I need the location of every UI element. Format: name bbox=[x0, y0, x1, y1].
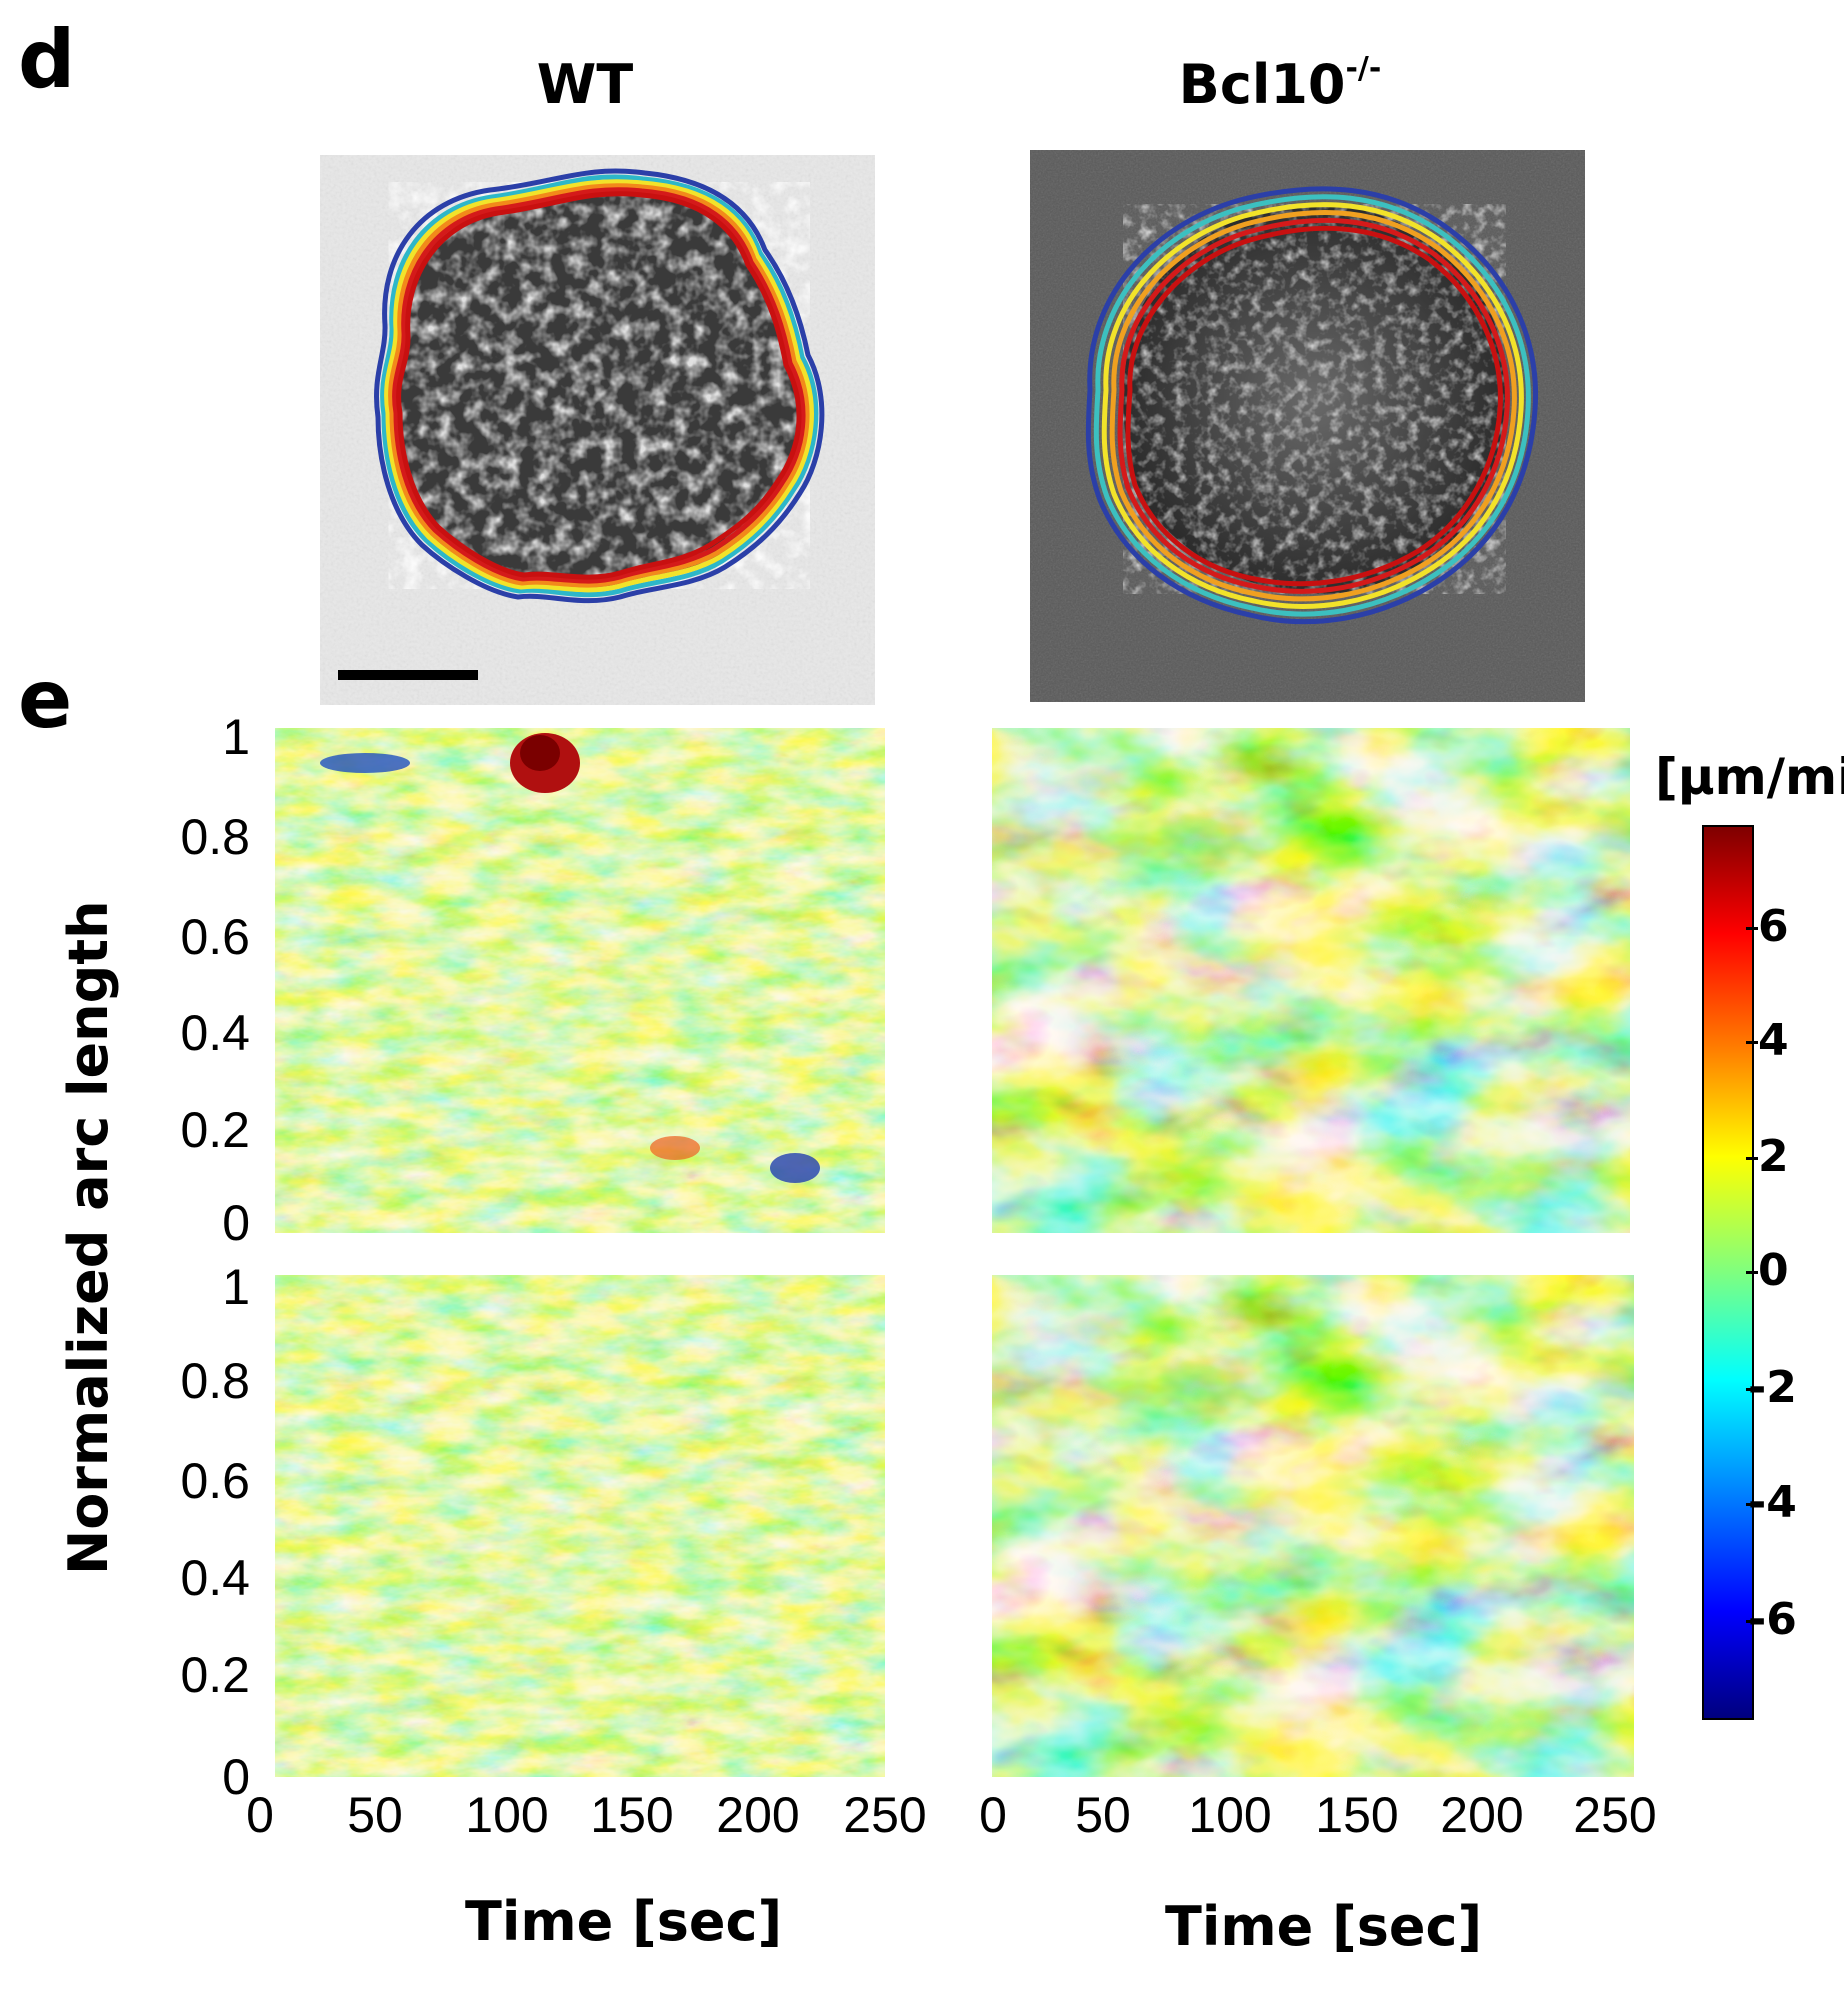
ytick-bottom-0.8: 0.8 bbox=[180, 1353, 250, 1409]
kymograph-bcl10-top bbox=[992, 728, 1630, 1233]
kymograph-bcl10-bottom bbox=[992, 1275, 1634, 1777]
micrograph-wt bbox=[320, 155, 875, 705]
ytick-top-0.2: 0.2 bbox=[180, 1102, 250, 1158]
colorbar-mark-neg4 bbox=[1746, 1503, 1758, 1506]
scale-bar bbox=[338, 670, 478, 680]
title-bcl10-sup: -/- bbox=[1345, 51, 1382, 86]
title-bcl10-ko: Bcl10-/- bbox=[1130, 54, 1430, 112]
micrograph-bcl10-ko bbox=[1030, 150, 1585, 702]
x-axis-label-wt: Time [sec] bbox=[465, 1890, 783, 1953]
title-bcl10-base: Bcl10 bbox=[1178, 53, 1346, 116]
colorbar-tick-neg4: -4 bbox=[1748, 1477, 1797, 1528]
ytick-top-0.4: 0.4 bbox=[180, 1005, 250, 1061]
ytick-bottom-0.6: 0.6 bbox=[180, 1453, 250, 1509]
colorbar-tick-4: 4 bbox=[1758, 1015, 1789, 1066]
xtick-wt-150: 150 bbox=[590, 1787, 674, 1843]
xtick-ko-100: 100 bbox=[1188, 1787, 1272, 1843]
xtick-ko-250: 250 bbox=[1573, 1787, 1657, 1843]
colorbar-tick-neg2: -2 bbox=[1748, 1362, 1797, 1413]
colorbar-title: [µm/min] bbox=[1655, 748, 1844, 806]
ytick-bottom-0.4: 0.4 bbox=[180, 1550, 250, 1606]
x-axis-label-ko: Time [sec] bbox=[1165, 1895, 1483, 1958]
xtick-ko-200: 200 bbox=[1440, 1787, 1524, 1843]
xtick-ko-0: 0 bbox=[979, 1787, 1007, 1843]
colorbar-mark-4 bbox=[1746, 1041, 1758, 1044]
xtick-wt-200: 200 bbox=[716, 1787, 800, 1843]
ytick-bottom-1: 1 bbox=[222, 1259, 250, 1315]
xtick-wt-250: 250 bbox=[843, 1787, 927, 1843]
ytick-bottom-0.2: 0.2 bbox=[180, 1647, 250, 1703]
colorbar-tick-2: 2 bbox=[1758, 1131, 1789, 1182]
y-axis-label: Normalized arc length bbox=[57, 900, 120, 1575]
kymograph-wt-top bbox=[275, 728, 885, 1233]
micrograph-wt-image bbox=[320, 155, 875, 705]
colorbar-mark-neg6 bbox=[1746, 1620, 1758, 1623]
xtick-ko-150: 150 bbox=[1315, 1787, 1399, 1843]
colorbar-tick-6: 6 bbox=[1758, 901, 1789, 952]
colorbar-mark-6 bbox=[1746, 927, 1758, 930]
colorbar-tick-neg6: -6 bbox=[1748, 1594, 1797, 1645]
ytick-top-0: 0 bbox=[222, 1195, 250, 1251]
ytick-top-1: 1 bbox=[222, 709, 250, 765]
kymograph-wt-bottom bbox=[275, 1275, 885, 1777]
ytick-top-0.6: 0.6 bbox=[180, 909, 250, 965]
xtick-wt-100: 100 bbox=[465, 1787, 549, 1843]
title-wt: WT bbox=[536, 53, 634, 116]
micrograph-bcl10-ko-image bbox=[1030, 150, 1585, 702]
colorbar-mark-neg2 bbox=[1746, 1388, 1758, 1391]
panel-letter-d: d bbox=[18, 13, 76, 106]
xtick-ko-50: 50 bbox=[1075, 1787, 1131, 1843]
ytick-bottom-0: 0 bbox=[222, 1749, 250, 1805]
colorbar-mark-2 bbox=[1746, 1157, 1758, 1160]
colorbar-mark-0 bbox=[1746, 1271, 1758, 1274]
panel-letter-e: e bbox=[18, 653, 73, 746]
xtick-wt-50: 50 bbox=[347, 1787, 403, 1843]
xtick-wt-0: 0 bbox=[246, 1787, 274, 1843]
ytick-top-0.8: 0.8 bbox=[180, 809, 250, 865]
colorbar-tick-0: 0 bbox=[1758, 1245, 1789, 1296]
